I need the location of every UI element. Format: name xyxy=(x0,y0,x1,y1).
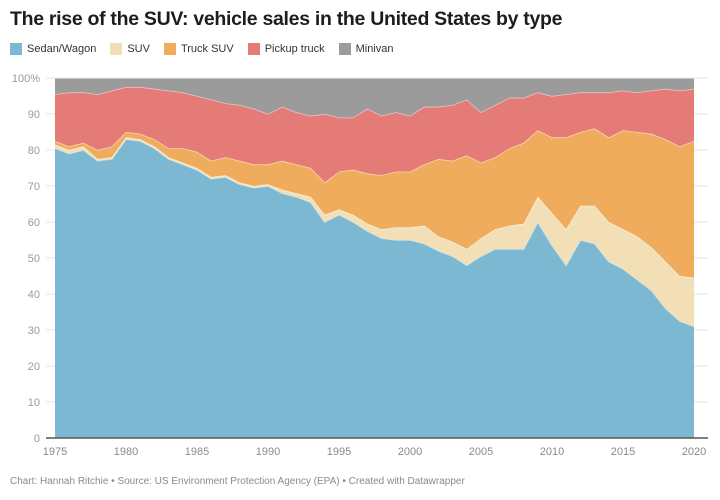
stacked-area-chart: 0 10 20 30 40 50 60 70 80 90 100% 1975 1980 1985 1990… xyxy=(12,73,708,458)
x-tick-label: 2010 xyxy=(540,446,564,458)
y-tick-label: 0 xyxy=(34,433,40,445)
x-tick-label: 1975 xyxy=(43,446,67,458)
legend-item-pickup: Pickup truck xyxy=(247,43,325,55)
y-axis-ticks: 0 10 20 30 40 50 60 70 80 90 100% xyxy=(12,73,40,445)
area-suv xyxy=(55,137,694,327)
legend-item-suv: SUV xyxy=(110,43,150,55)
legend-label: SUV xyxy=(127,43,150,55)
x-tick-label: 2000 xyxy=(398,446,422,458)
legend-swatch xyxy=(110,43,123,55)
y-tick-label: 70 xyxy=(28,181,40,193)
x-tick-label: 2020 xyxy=(682,446,706,458)
area-sedan-wagon xyxy=(55,139,694,438)
legend-swatch xyxy=(247,43,260,55)
legend-label: Pickup truck xyxy=(264,43,325,55)
y-tick-label: 20 xyxy=(28,361,40,373)
area-layers xyxy=(54,77,695,438)
x-tick-label: 1980 xyxy=(114,446,138,458)
x-tick-label: 1985 xyxy=(185,446,209,458)
x-axis-ticks: 1975 1980 1985 1990 1995 2000 2005 2010 2015 2020 xyxy=(43,437,708,458)
x-tick-label: 2015 xyxy=(611,446,635,458)
legend-label: Minivan xyxy=(355,43,394,55)
y-tick-label: 50 xyxy=(28,253,40,265)
legend-swatch xyxy=(10,43,22,55)
y-tick-label: 90 xyxy=(28,109,40,121)
area-pickup-truck xyxy=(55,87,694,183)
legend: Sedan/Wagon SUV Truck SUV Pickup truck M… xyxy=(10,43,394,55)
x-tick-label: 1995 xyxy=(327,446,351,458)
chart-title: The rise of the SUV: vehicle sales in th… xyxy=(10,8,563,30)
legend-item-sedan: Sedan/Wagon xyxy=(10,43,96,55)
legend-item-minivan: Minivan xyxy=(338,43,394,55)
x-tick-label: 2005 xyxy=(469,446,493,458)
legend-swatch xyxy=(338,43,351,55)
legend-item-truck-suv: Truck SUV xyxy=(163,43,234,55)
y-tick-label: 30 xyxy=(28,325,40,337)
y-tick-label: 10 xyxy=(28,397,40,409)
chart-footer: Chart: Hannah Ritchie • Source: US Envir… xyxy=(10,476,465,487)
y-tick-label: 100% xyxy=(12,73,40,85)
y-tick-label: 60 xyxy=(28,217,40,229)
legend-label: Truck SUV xyxy=(180,43,234,55)
y-tick-label: 80 xyxy=(28,145,40,157)
area-minivan xyxy=(55,78,694,118)
legend-swatch xyxy=(163,43,176,55)
y-tick-label: 40 xyxy=(28,289,40,301)
area-truck-suv xyxy=(55,128,694,278)
legend-label: Sedan/Wagon xyxy=(27,43,97,55)
x-tick-label: 1990 xyxy=(256,446,280,458)
